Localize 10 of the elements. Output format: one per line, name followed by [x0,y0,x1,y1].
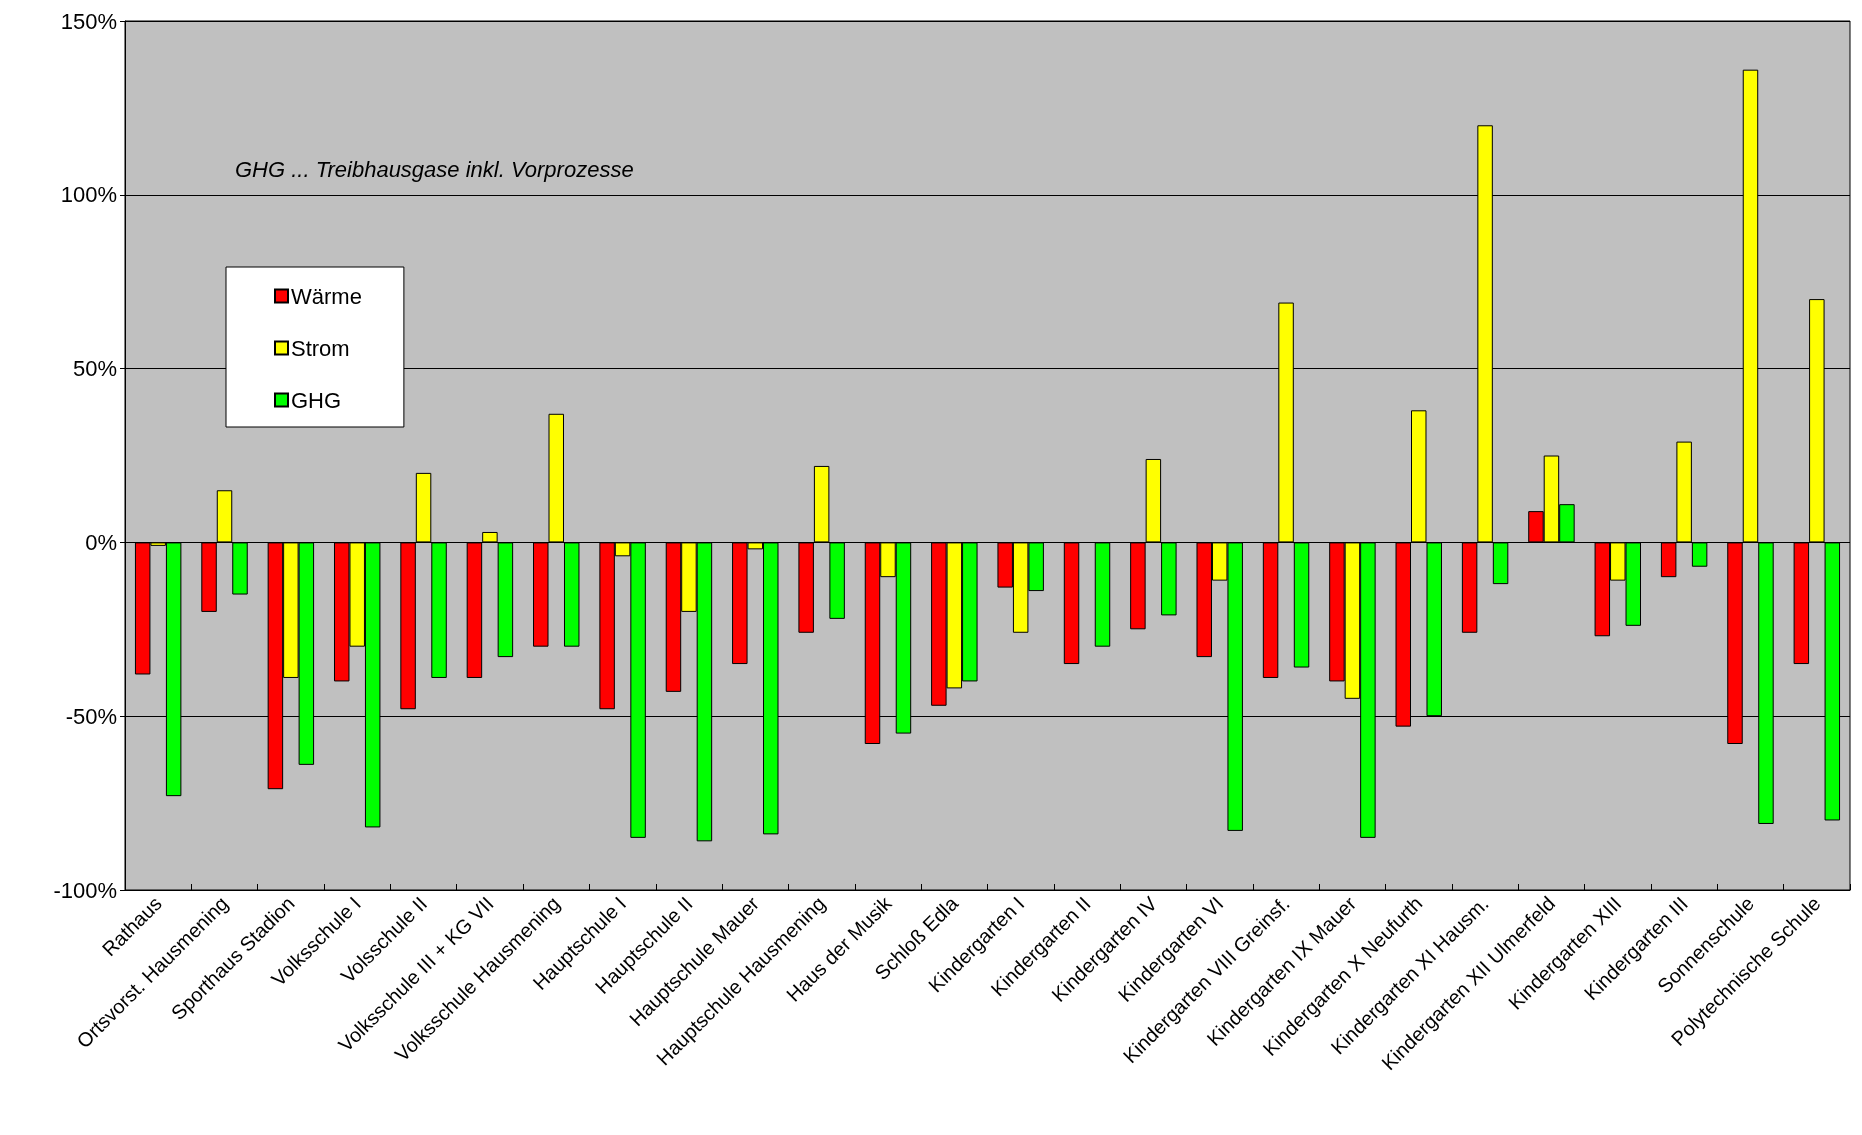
y-tick-label: -50% [65,703,117,729]
legend-label: GHG [291,387,342,413]
y-tick-label: 0% [85,529,117,555]
y-tick-label: 50% [72,356,117,382]
annotation: GHG ... Treibhausgase inkl. Vorprozesse [235,156,634,182]
legend-label: Wärme [291,283,362,309]
legend-label: Strom [291,335,350,361]
y-tick-label: 150% [60,8,117,34]
y-tick-label: -100% [53,877,117,903]
y-tick-label: 100% [60,182,117,208]
